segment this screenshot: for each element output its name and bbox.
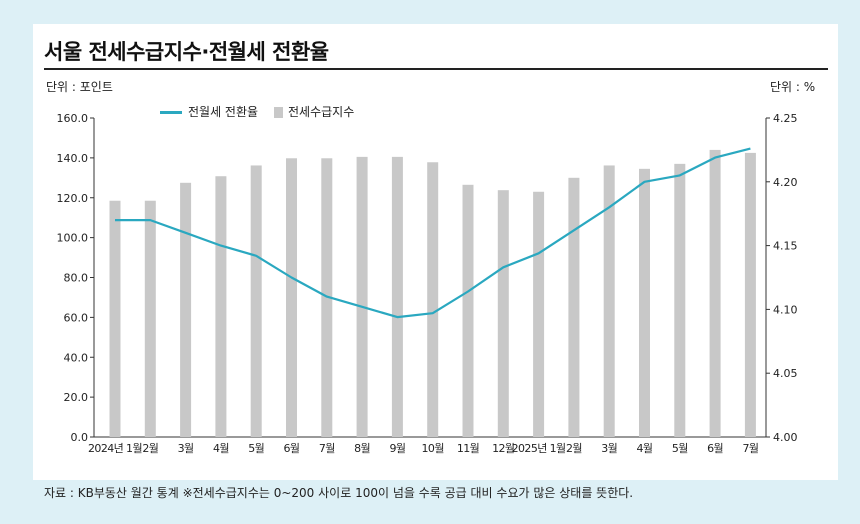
x-tick-label: 6월 xyxy=(284,442,300,455)
title-rule xyxy=(44,68,828,70)
source-note: 자료 : KB부동산 월간 통계 ※전세수급지수는 0~200 사이로 100이… xyxy=(44,486,634,500)
x-tick-label: 5월 xyxy=(248,442,264,455)
line-swatch xyxy=(160,111,182,114)
legend-item-bar: 전세수급지수 xyxy=(274,103,354,120)
left-tick-label: 40.0 xyxy=(64,351,89,364)
bar-1 xyxy=(109,200,121,437)
left-tick-label: 100.0 xyxy=(57,232,89,245)
x-tick-label: 10월 xyxy=(422,442,445,455)
right-tick-label: 4.15 xyxy=(773,240,798,253)
legend-label-line: 전월세 전환율 xyxy=(188,105,259,119)
x-tick-label: 5월 xyxy=(672,442,688,455)
right-tick-label: 4.00 xyxy=(773,431,798,444)
x-tick-label: 4월 xyxy=(637,442,653,455)
legend-label-bar: 전세수급지수 xyxy=(288,105,355,119)
right-tick-label: 4.05 xyxy=(773,367,798,380)
bar-12 xyxy=(497,190,509,437)
bar-4 xyxy=(215,176,227,437)
left-unit-label: 단위 : 포인트 xyxy=(46,80,113,94)
x-tick-label: 7월 xyxy=(319,442,335,455)
bar-11 xyxy=(462,184,474,437)
bar-10 xyxy=(427,162,439,438)
x-tick-label: 12월 xyxy=(492,442,515,455)
legend-item-line: 전월세 전환율 xyxy=(160,103,258,120)
right-tick-label: 4.10 xyxy=(773,303,798,316)
bar-9 xyxy=(391,156,403,438)
bar-2 xyxy=(144,200,156,437)
bar-3 xyxy=(180,182,192,437)
x-tick-label: 8월 xyxy=(354,442,370,455)
left-tick-label: 20.0 xyxy=(64,391,89,404)
bar-swatch xyxy=(274,107,283,118)
left-tick-label: 60.0 xyxy=(64,311,89,324)
left-tick-label: 80.0 xyxy=(64,272,89,285)
x-tick-label: 7월 xyxy=(742,442,758,455)
left-tick-label: 160.0 xyxy=(57,112,89,125)
bar-17 xyxy=(674,163,686,437)
left-tick-label: 120.0 xyxy=(57,192,89,205)
chart-title: 서울 전세수급지수·전월세 전환율 xyxy=(44,40,329,64)
bar-13 xyxy=(533,191,545,437)
x-tick-label: 4월 xyxy=(213,442,229,455)
x-tick-label: 2월 xyxy=(566,442,582,455)
left-tick-label: 0.0 xyxy=(71,431,89,444)
x-tick-label: 9월 xyxy=(389,442,405,455)
bar-18 xyxy=(709,149,721,437)
right-tick-label: 4.25 xyxy=(773,112,798,125)
bar-19 xyxy=(744,152,756,437)
bar-6 xyxy=(286,158,297,437)
x-tick-label: 2025년 1월 xyxy=(512,442,566,455)
x-tick-label: 2월 xyxy=(142,442,158,455)
bar-14 xyxy=(568,177,580,437)
x-tick-label: 3월 xyxy=(601,442,617,455)
bar-8 xyxy=(356,156,368,438)
bar-5 xyxy=(250,165,262,438)
x-tick-label: 2024년 1월 xyxy=(88,442,142,455)
x-tick-label: 11월 xyxy=(457,442,480,455)
x-tick-label: 6월 xyxy=(707,442,723,455)
bar-16 xyxy=(639,168,650,437)
right-unit-label: 단위 : % xyxy=(770,80,816,94)
left-tick-label: 140.0 xyxy=(57,152,89,165)
x-tick-label: 3월 xyxy=(178,442,194,455)
bar-15 xyxy=(603,165,615,438)
right-tick-label: 4.20 xyxy=(773,176,798,189)
